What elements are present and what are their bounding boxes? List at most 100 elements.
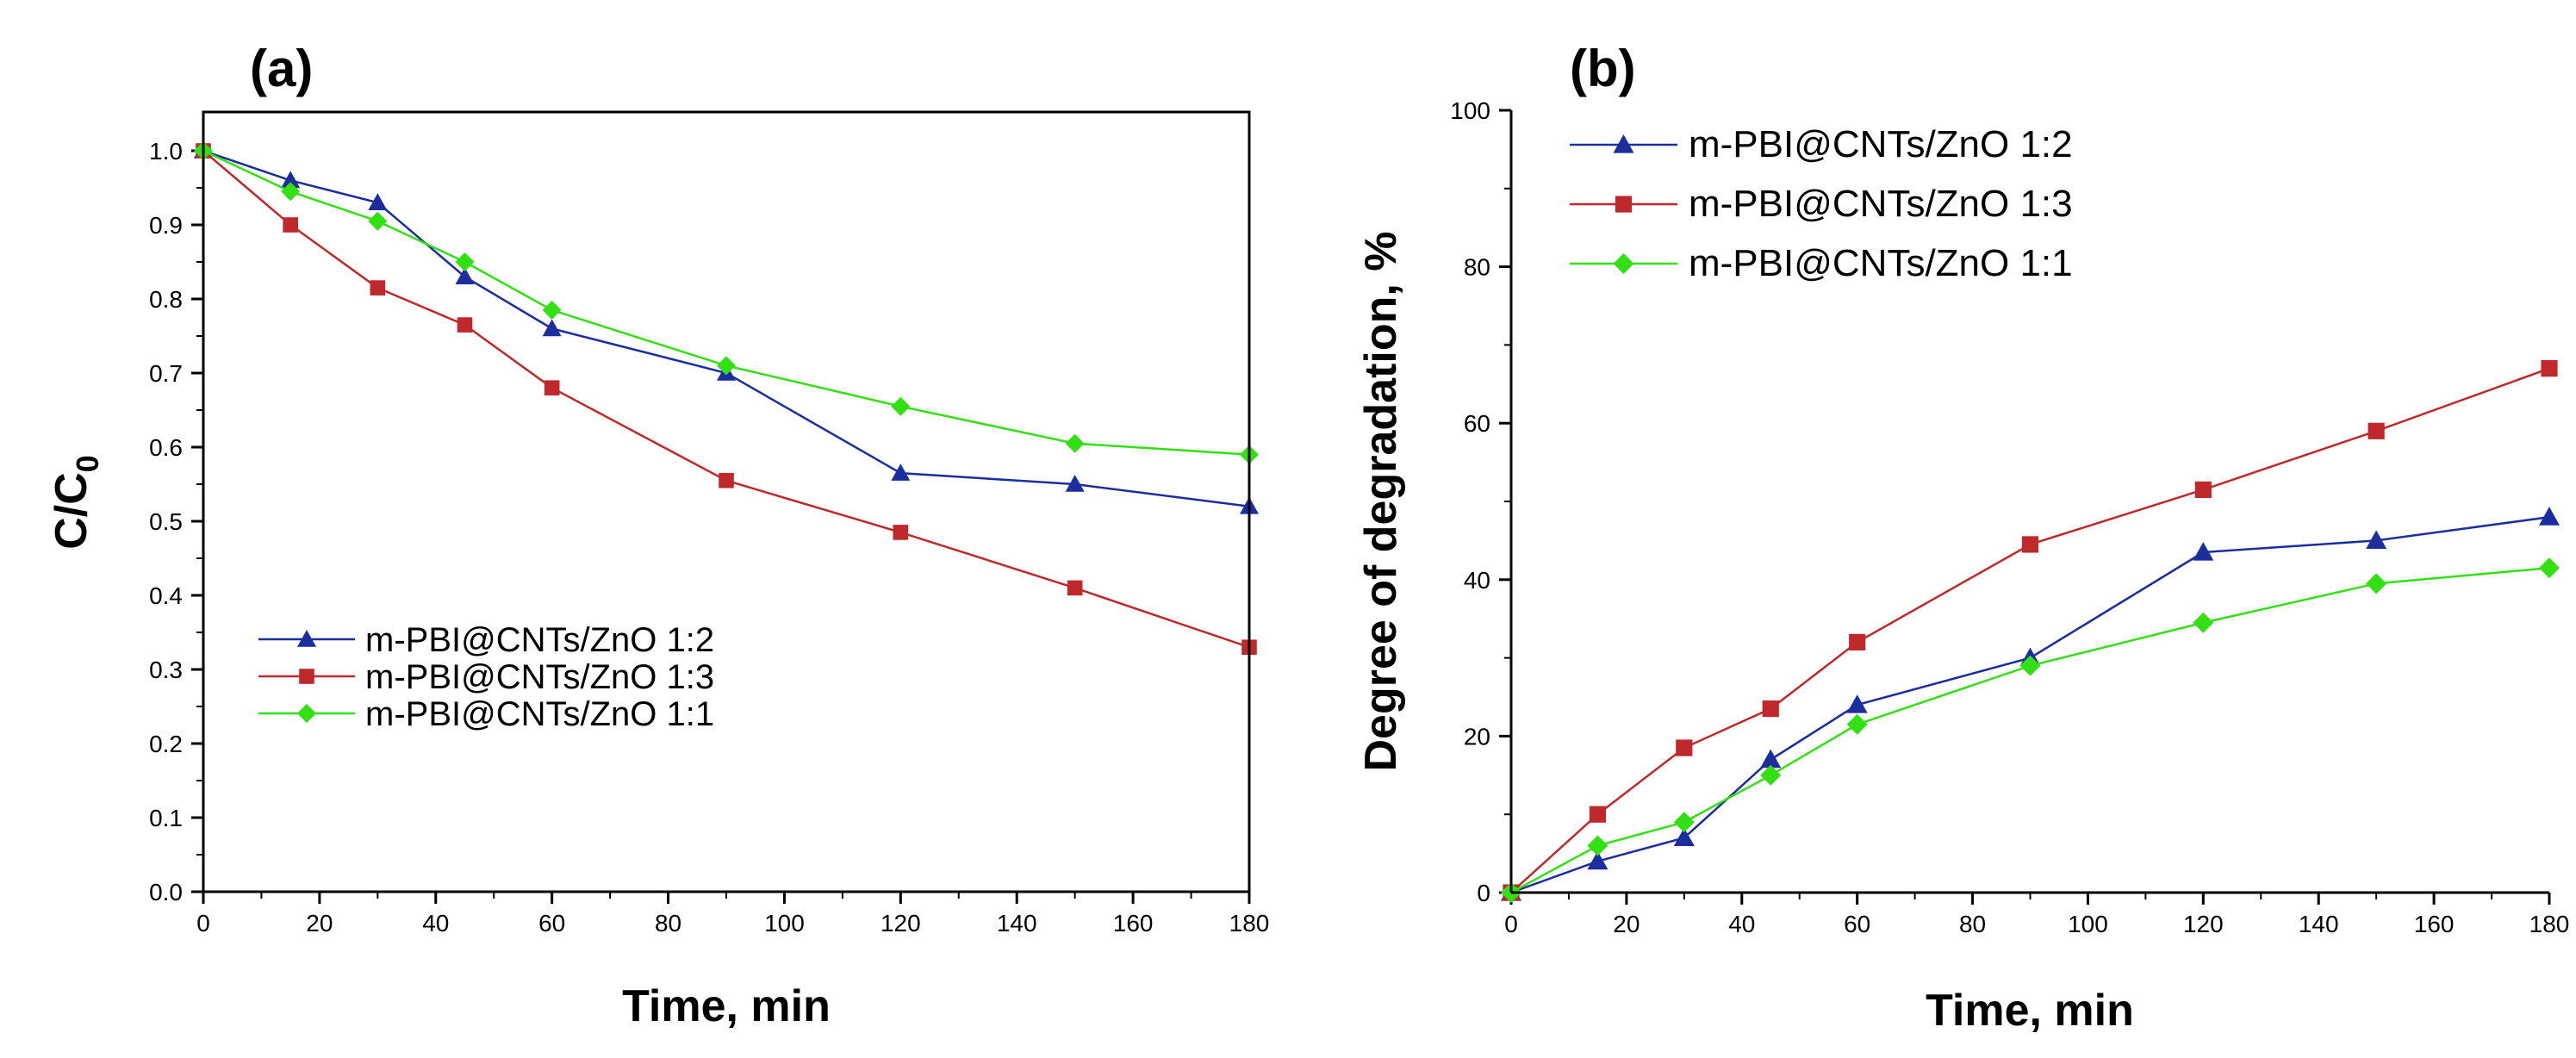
panel-b-data-point	[1846, 694, 1868, 713]
panel-b-label: (b)	[1570, 40, 1636, 97]
panel-b-y-tick-label: 100	[1450, 97, 1490, 124]
panel-b-data-point	[2541, 360, 2558, 377]
panel-a-data-point	[893, 525, 909, 540]
panel-b-data-point	[1762, 700, 1779, 718]
panel-b-x-tick-label: 120	[2183, 911, 2224, 937]
panel-a-x-tick-label: 160	[1113, 910, 1154, 937]
panel-a-x-tick-label: 120	[880, 910, 921, 937]
panel-b-series	[1501, 360, 2560, 903]
panel-b-data-point	[1673, 812, 1695, 833]
panel-a-frame	[202, 110, 1251, 893]
panel-b-y-axis-title: Degree of degradation, %	[1356, 232, 1406, 772]
panel-a-data-point	[283, 217, 298, 233]
panel-b-data-point	[2193, 612, 2214, 633]
panel-b-data-point	[2021, 536, 2039, 553]
panel-a-y-axis-title: C/C0	[47, 455, 105, 550]
panel-a-x-tick-label: 100	[764, 910, 805, 937]
panel-b-x-tick-label: 160	[2414, 911, 2455, 937]
panel-a-data-point	[717, 356, 736, 376]
panel-b-series-line-1	[1510, 367, 2550, 893]
panel-a: (a) 0 20 40 60 80 100 120 140 160 180 0.0 0.1 0.2 0.3…	[47, 40, 1269, 1031]
panel-b: (b) 0 20 40 60 80 100 120 140 160 180 0 20 40 60 80 100…	[1356, 40, 2569, 1036]
panel-b-x-tick-label: 40	[1728, 911, 1755, 937]
panel-b-x-tick-label: 140	[2299, 911, 2339, 937]
panel-a-y-tick-label: 0.7	[149, 360, 183, 387]
panel-a-y-tick-label: 0.9	[149, 212, 183, 239]
panel-b-y-tick-label: 60	[1464, 410, 1490, 437]
panel-a-data-point	[544, 380, 560, 395]
panel-b-x-tick-label: 60	[1844, 911, 1870, 937]
panel-a-y-tick-label: 0.0	[149, 879, 183, 906]
panel-a-y-tick-label: 0.8	[149, 286, 183, 313]
panel-b-data-point	[2194, 481, 2212, 498]
panel-b-series-line-2	[1510, 566, 2550, 894]
panel-b-y-tick-label: 40	[1464, 567, 1490, 594]
panel-a-data-point	[455, 267, 475, 284]
panel-a-data-point	[368, 211, 388, 231]
panel-b-legend-marker-2	[1613, 253, 1634, 274]
panel-b-legend-label-0: m-PBI@CNTs/ZnO 1:2	[1689, 123, 2073, 165]
panel-a-data-point	[368, 193, 388, 210]
panel-b-data-point	[1760, 764, 1782, 786]
panel-a-data-point	[891, 396, 911, 416]
panel-b-legend: m-PBI@CNTs/ZnO 1:2 m-PBI@CNTs/ZnO 1:3 m-PB…	[1570, 123, 2073, 284]
panel-b-data-point	[1589, 806, 1607, 823]
panel-a-y-tick-label: 0.6	[149, 434, 183, 461]
panel-b-data-point	[2366, 573, 2387, 594]
panel-a-data-point	[281, 182, 301, 202]
panel-a-legend-marker-1	[299, 669, 314, 684]
panel-b-legend-label-2: m-PBI@CNTs/ZnO 1:1	[1689, 242, 2073, 284]
panel-b-data-point	[1676, 739, 1693, 756]
panel-a-y-axis-title-main: C/C	[47, 472, 96, 550]
panel-b-x-tick-label: 20	[1613, 911, 1640, 937]
panel-a-data-point	[370, 280, 386, 296]
panel-b-legend-marker-0	[1613, 134, 1634, 153]
panel-a-y-axis-title-subscript: 0	[70, 455, 105, 472]
panel-a-series-line-2	[202, 149, 1250, 456]
panel-a-y-tick-label: 0.5	[149, 508, 183, 535]
panel-a-x-tick-label: 140	[997, 910, 1037, 937]
panel-a-y-tick-label: 0.2	[149, 731, 183, 757]
panel-a-data-point	[719, 472, 734, 489]
panel-b-data-point	[1587, 835, 1608, 856]
panel-a-x-tick-label: 20	[306, 910, 333, 937]
panel-a-legend: m-PBI@CNTs/ZnO 1:2m-PBI@CNTs/ZnO 1:3m-PB…	[258, 621, 714, 733]
panel-a-x-tick-label: 40	[422, 910, 449, 937]
panel-a-series	[194, 141, 1259, 655]
panel-a-series-line-1	[202, 150, 1250, 649]
panel-a-data-point	[281, 171, 301, 189]
panel-b-y-tick-label: 20	[1464, 723, 1490, 750]
panel-a-x-tick-label: 80	[655, 910, 681, 937]
panel-b-series-line-0	[1510, 515, 2550, 894]
panel-a-data-point	[891, 464, 911, 481]
panel-a-data-point	[1065, 475, 1085, 492]
panel-b-x-axis-title: Time, min	[1926, 986, 2134, 1036]
panel-a-x-tick-label: 180	[1229, 910, 1270, 937]
panel-b-data-point	[1760, 749, 1782, 769]
panel-a-ticks: 0 20 40 60 80 100 120 140 160 180 0.0 0.1 0.2 0.3 0.4 0…	[149, 138, 1269, 937]
panel-b-data-point	[2368, 422, 2385, 439]
panel-a-x-tick-label: 60	[538, 910, 565, 937]
panel-a-data-point	[1067, 580, 1083, 596]
panel-b-ticks: 0 20 40 60 80 100 120 140 160 180 0 20 40 60 80 100	[1450, 97, 2569, 937]
panel-a-legend-label-1: m-PBI@CNTs/ZnO 1:3	[365, 658, 714, 696]
panel-a-data-point	[542, 300, 562, 320]
panel-b-x-tick-label: 80	[1959, 911, 1986, 937]
panel-a-data-point	[1065, 433, 1085, 453]
panel-a-data-point	[455, 252, 475, 271]
panel-b-data-point	[1846, 713, 1868, 735]
panel-a-y-tick-label: 0.4	[149, 582, 183, 609]
panel-a-y-tick-label: 0.1	[149, 805, 183, 831]
panel-a-legend-marker-0	[297, 630, 316, 647]
panel-a-y-tick-label: 1.0	[149, 138, 183, 165]
panel-a-x-tick-label: 0	[196, 910, 210, 937]
panel-b-data-point	[2539, 507, 2560, 526]
panel-b-data-point	[1673, 827, 1695, 847]
panel-a-legend-label-2: m-PBI@CNTs/ZnO 1:1	[365, 695, 714, 733]
panel-b-legend-label-1: m-PBI@CNTs/ZnO 1:3	[1689, 183, 2073, 225]
panel-a-series-line-0	[202, 149, 1250, 508]
panel-b-data-point	[1849, 633, 1866, 651]
panel-a-x-axis-title: Time, min	[622, 981, 831, 1031]
panel-a-y-tick-label: 0.3	[149, 657, 183, 683]
